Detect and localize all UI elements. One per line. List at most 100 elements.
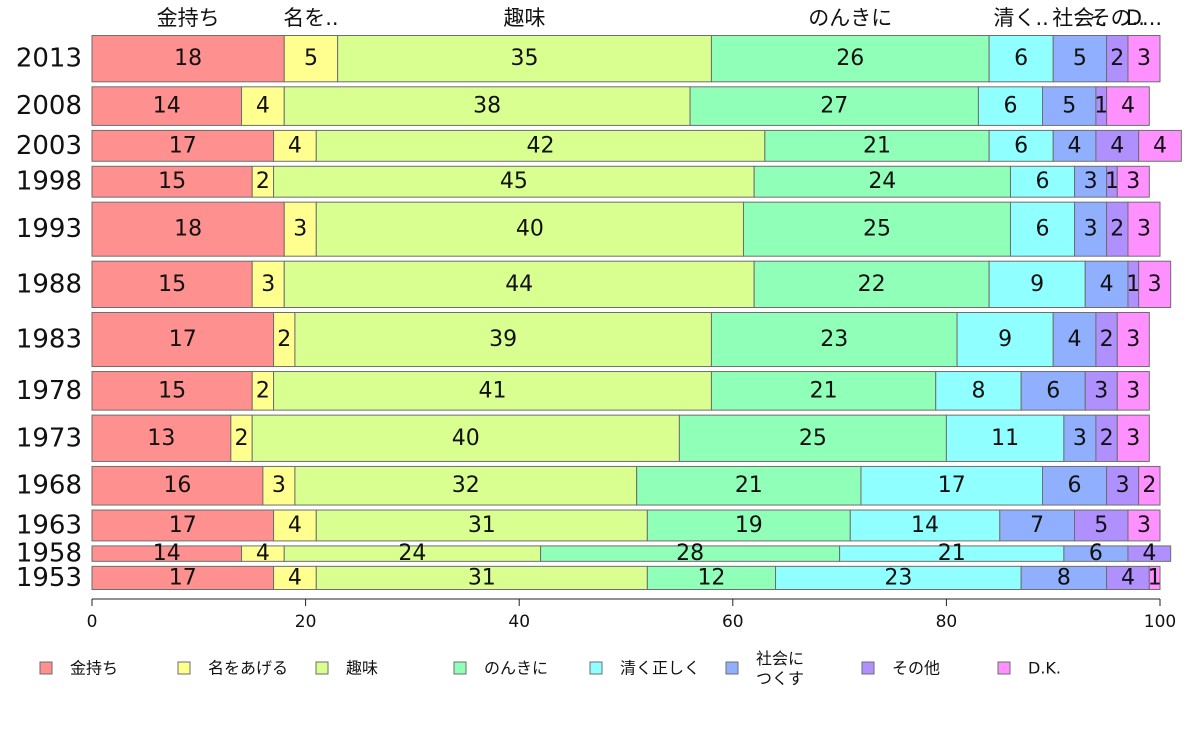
bar-segment xyxy=(1116,371,1150,411)
bar-segment xyxy=(636,465,862,506)
bar-value-label: 26 xyxy=(836,46,864,71)
bar-segment xyxy=(1116,165,1150,198)
legend-swatch xyxy=(39,661,53,675)
bar-segment xyxy=(91,129,275,162)
bar-value-label: 11 xyxy=(991,426,1019,451)
bar-segment xyxy=(988,129,1054,162)
bar-value-label: 21 xyxy=(863,133,891,158)
top-category-label: 金持ち xyxy=(157,6,220,30)
top-category-label: D... xyxy=(1126,6,1162,30)
bar-value-label: 2 xyxy=(256,169,270,194)
year-label: 1963 xyxy=(16,510,82,540)
top-category-labels: 金持ち 名を.. 趣味 のんきに 清く.. 社会..その..D... xyxy=(157,6,1162,30)
bar-segment xyxy=(1127,35,1161,83)
bar-value-label: 23 xyxy=(820,327,848,352)
bar-segment xyxy=(689,86,979,126)
bar-value-label: 38 xyxy=(473,94,501,119)
bar-segment xyxy=(710,35,990,83)
bar-value-label: 15 xyxy=(158,272,186,297)
bar-segment xyxy=(1127,545,1172,562)
bar-segment xyxy=(1009,201,1076,257)
x-tick-label: 100 xyxy=(1144,612,1176,632)
bar-value-label: 3 xyxy=(272,473,286,498)
bar-value-label: 4 xyxy=(1068,327,1082,352)
legend-swatch xyxy=(861,661,875,675)
bar-value-label: 1 xyxy=(1094,94,1108,119)
bar-value-label: 4 xyxy=(1068,133,1082,158)
bar-value-label: 3 xyxy=(261,272,275,297)
bar-value-label: 1 xyxy=(1105,169,1119,194)
bar-value-label: 3 xyxy=(1084,169,1098,194)
bar-value-label: 3 xyxy=(1148,272,1162,297)
bar-value-label: 6 xyxy=(1036,217,1050,242)
bar-segment xyxy=(1009,165,1076,198)
bar-value-label: 3 xyxy=(1126,426,1140,451)
bar-value-label: 3 xyxy=(1126,378,1140,403)
bar-value-label: 35 xyxy=(511,46,539,71)
year-label: 1988 xyxy=(16,269,82,299)
legend-label: 清く正しく xyxy=(620,659,700,678)
legend-swatch xyxy=(453,661,467,675)
bar-value-label: 4 xyxy=(256,541,270,566)
bar-value-label: 8 xyxy=(1057,565,1071,590)
legend-label: 金持ち xyxy=(70,659,118,678)
bar-value-label: 32 xyxy=(452,473,480,498)
bar-segment xyxy=(988,35,1054,83)
bar-value-label: 2 xyxy=(1100,327,1114,352)
bar-value-label: 17 xyxy=(169,565,197,590)
bar-value-label: 31 xyxy=(468,565,496,590)
bar-value-label: 3 xyxy=(1094,378,1108,403)
bar-value-label: 22 xyxy=(858,272,886,297)
bar-value-label: 19 xyxy=(735,513,763,538)
bar-segment xyxy=(91,371,253,411)
bar-value-label: 3 xyxy=(293,217,307,242)
bar-segment xyxy=(91,260,253,308)
bar-value-label: 39 xyxy=(489,327,517,352)
year-label: 1978 xyxy=(16,376,82,406)
bar-segment xyxy=(956,312,1054,368)
bar-segment xyxy=(91,465,264,506)
bar-segment xyxy=(999,509,1076,542)
bar-segment xyxy=(294,312,712,368)
bar-value-label: 17 xyxy=(169,513,197,538)
bar-value-label: 4 xyxy=(288,565,302,590)
bar-value-label: 2 xyxy=(235,426,249,451)
bar-segment xyxy=(251,260,285,308)
top-category-label: 社会.. xyxy=(1052,6,1107,30)
bar-value-label: 2 xyxy=(256,378,270,403)
legend-label: 名をあげる xyxy=(208,659,288,678)
bar-value-label: 4 xyxy=(288,513,302,538)
x-tick-label: 40 xyxy=(508,612,530,632)
year-label: 1958 xyxy=(16,539,82,569)
bar-value-label: 4 xyxy=(1121,94,1135,119)
bar-segment xyxy=(91,35,285,83)
bar-segment xyxy=(91,86,243,126)
bar-value-label: 9 xyxy=(1030,272,1044,297)
year-label: 1983 xyxy=(16,325,82,355)
bar-value-label: 40 xyxy=(516,217,544,242)
bar-segment xyxy=(764,129,990,162)
bar-value-label: 23 xyxy=(884,565,912,590)
bar-value-label: 4 xyxy=(1121,565,1135,590)
bar-value-label: 9 xyxy=(998,327,1012,352)
bar-value-label: 42 xyxy=(527,133,555,158)
legend-label: D.K. xyxy=(1028,659,1061,678)
bar-segment xyxy=(1106,86,1150,126)
bar-value-label: 6 xyxy=(1003,94,1017,119)
year-label: 2003 xyxy=(16,131,82,161)
bar-segment xyxy=(1138,129,1182,162)
bar-value-label: 25 xyxy=(799,426,827,451)
bar-value-label: 4 xyxy=(288,133,302,158)
bar-segment xyxy=(91,312,275,368)
bar-segment xyxy=(1116,312,1150,368)
bar-value-label: 4 xyxy=(1153,133,1167,158)
bar-segment xyxy=(1052,312,1097,368)
bar-segment xyxy=(91,509,275,542)
bar-value-label: 4 xyxy=(1100,272,1114,297)
bar-value-label: 2 xyxy=(1110,217,1124,242)
bar-segment xyxy=(91,414,232,462)
legend-swatch xyxy=(315,661,329,675)
year-label: 1953 xyxy=(16,563,82,593)
bar-segment xyxy=(315,201,744,257)
